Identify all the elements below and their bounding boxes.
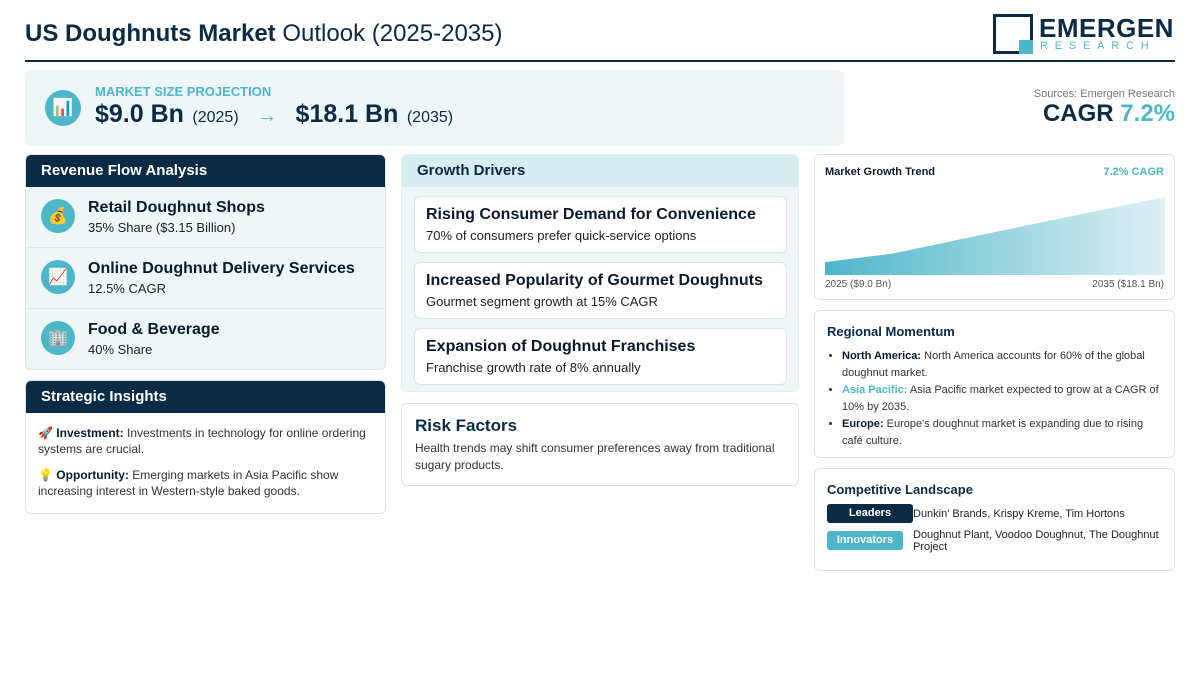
- leaders-list: Dunkin' Brands, Krispy Kreme, Tim Horton…: [913, 508, 1125, 520]
- bar-chart-icon: 📊: [45, 90, 81, 126]
- driver-item: Expansion of Doughnut Franchises Franchi…: [414, 328, 787, 385]
- revenue-item-sub: 35% Share ($3.15 Billion): [88, 220, 236, 235]
- start-value: $9.0 Bn: [95, 100, 184, 128]
- lightbulb-icon: 💡: [38, 468, 53, 482]
- driver-sub: Franchise growth rate of 8% annually: [426, 360, 641, 375]
- cagr-display: CAGR 7.2%: [1043, 100, 1175, 128]
- money-bag-icon: 💰: [41, 199, 75, 233]
- region-label: Europe:: [842, 418, 884, 430]
- revenue-item-sub: 40% Share: [88, 342, 153, 357]
- logo-sub: RESEARCH: [1040, 40, 1156, 52]
- insight-text: Emerging markets in Asia Pacific show in…: [38, 468, 339, 498]
- emergen-logo: EMERGEN RESEARCH: [993, 14, 1173, 56]
- projection-values: $9.0 Bn (2025) → $18.1 Bn (2035): [95, 100, 453, 129]
- revenue-item-sub: 12.5% CAGR: [88, 281, 167, 296]
- insight-label: Opportunity:: [56, 468, 129, 482]
- arrow-right-icon: →: [257, 105, 278, 127]
- market-size-banner: 📊 MARKET SIZE PROJECTION $9.0 Bn (2025) …: [25, 70, 844, 146]
- title-bold: US Doughnuts Market: [25, 20, 276, 47]
- leaders-badge: Leaders: [827, 504, 913, 523]
- page-title: US Doughnuts Market Outlook (2025-2035): [25, 20, 503, 48]
- revenue-item: 💰 Retail Doughnut Shops 35% Share ($3.15…: [26, 187, 385, 248]
- market-growth-trend-card: Market Growth Trend 7.2% CAGR 2025 ($9.0…: [814, 154, 1175, 300]
- innovators-list: Doughnut Plant, Voodoo Doughnut, The Dou…: [913, 529, 1159, 553]
- region-item: North America: North America accounts fo…: [842, 348, 1162, 382]
- end-value: $18.1 Bn: [295, 100, 399, 128]
- insight-label: Investment:: [56, 426, 124, 440]
- region-label: Asia Pacific:: [842, 384, 908, 396]
- insight-item: 💡 Opportunity: Emerging markets in Asia …: [38, 467, 373, 499]
- competitive-landscape-title: Competitive Landscape: [827, 482, 973, 497]
- sources-note: Sources: Emergen Research: [1033, 88, 1175, 100]
- regional-momentum-card: Regional Momentum North America: North A…: [814, 310, 1175, 458]
- risk-factors-card: Risk Factors Health trends may shift con…: [401, 403, 799, 486]
- growth-area-chart: [825, 196, 1165, 275]
- cagr-value: 7.2%: [1120, 100, 1175, 127]
- x-start-label: 2025 ($9.0 Bn): [825, 279, 892, 290]
- region-item: Europe: Europe's doughnut market is expa…: [842, 416, 1162, 450]
- driver-title: Increased Popularity of Gourmet Doughnut…: [426, 272, 763, 289]
- x-end-label: 2035 ($18.1 Bn): [1092, 279, 1164, 290]
- region-text: North America accounts for 60% of the gl…: [842, 350, 1145, 379]
- innovators-badge: Innovators: [827, 531, 903, 550]
- logo-name: EMERGEN: [1039, 13, 1174, 43]
- region-list: North America: North America accounts fo…: [842, 348, 1162, 450]
- rocket-icon: 🚀: [38, 426, 53, 440]
- start-year: (2025): [192, 109, 239, 126]
- projection-label: MARKET SIZE PROJECTION: [95, 84, 272, 99]
- strategic-insights-body: 🚀 Investment: Investments in technology …: [26, 413, 385, 499]
- cagr-label: CAGR: [1042, 100, 1114, 127]
- revenue-item: 🏢 Food & Beverage 40% Share: [26, 309, 385, 369]
- region-label: North America:: [842, 350, 922, 362]
- risk-factors-title: Risk Factors: [415, 416, 518, 435]
- strategic-insights-card: Strategic Insights 🚀 Investment: Investm…: [25, 380, 386, 514]
- page-header: US Doughnuts Market Outlook (2025-2035) …: [25, 12, 1175, 62]
- growth-drivers-title: Growth Drivers: [402, 155, 798, 187]
- region-text: Europe's doughnut market is expanding du…: [842, 418, 1144, 447]
- building-icon: 🏢: [41, 321, 75, 355]
- risk-factors-text: Health trends may shift consumer prefere…: [415, 441, 775, 472]
- chart-title: Market Growth Trend: [825, 166, 936, 178]
- logo-mark-icon: [993, 14, 1033, 54]
- end-year: (2035): [406, 109, 454, 126]
- growth-drivers-card: Growth Drivers Rising Consumer Demand fo…: [401, 154, 799, 392]
- revenue-item-title: Retail Doughnut Shops: [88, 199, 265, 216]
- driver-sub: Gourmet segment growth at 15% CAGR: [426, 294, 658, 309]
- revenue-flow-title: Revenue Flow Analysis: [26, 155, 385, 187]
- revenue-item-title: Online Doughnut Delivery Services: [88, 260, 355, 277]
- driver-sub: 70% of consumers prefer quick-service op…: [426, 228, 697, 243]
- revenue-item-title: Food & Beverage: [88, 321, 220, 338]
- revenue-item: 📈 Online Doughnut Delivery Services 12.5…: [26, 248, 385, 309]
- title-rest: Outlook (2025-2035): [282, 20, 503, 47]
- region-item: Asia Pacific: Asia Pacific market expect…: [842, 382, 1162, 416]
- insight-item: 🚀 Investment: Investments in technology …: [38, 425, 373, 457]
- growth-area-series: [825, 196, 1165, 275]
- driver-item: Increased Popularity of Gourmet Doughnut…: [414, 262, 787, 319]
- regional-momentum-title: Regional Momentum: [827, 324, 955, 339]
- competitive-landscape-card: Competitive Landscape Leaders Dunkin' Br…: [814, 468, 1175, 571]
- driver-item: Rising Consumer Demand for Convenience 7…: [414, 196, 787, 253]
- region-text: Asia Pacific market expected to grow at …: [842, 384, 1159, 413]
- driver-title: Rising Consumer Demand for Convenience: [426, 206, 756, 223]
- chart-cagr-annotation: 7.2% CAGR: [1103, 166, 1164, 178]
- strategic-insights-title: Strategic Insights: [26, 381, 385, 413]
- revenue-flow-card: Revenue Flow Analysis 💰 Retail Doughnut …: [25, 154, 386, 370]
- trend-up-icon: 📈: [41, 260, 75, 294]
- driver-title: Expansion of Doughnut Franchises: [426, 338, 696, 355]
- insight-text: Investments in technology for online ord…: [38, 426, 366, 456]
